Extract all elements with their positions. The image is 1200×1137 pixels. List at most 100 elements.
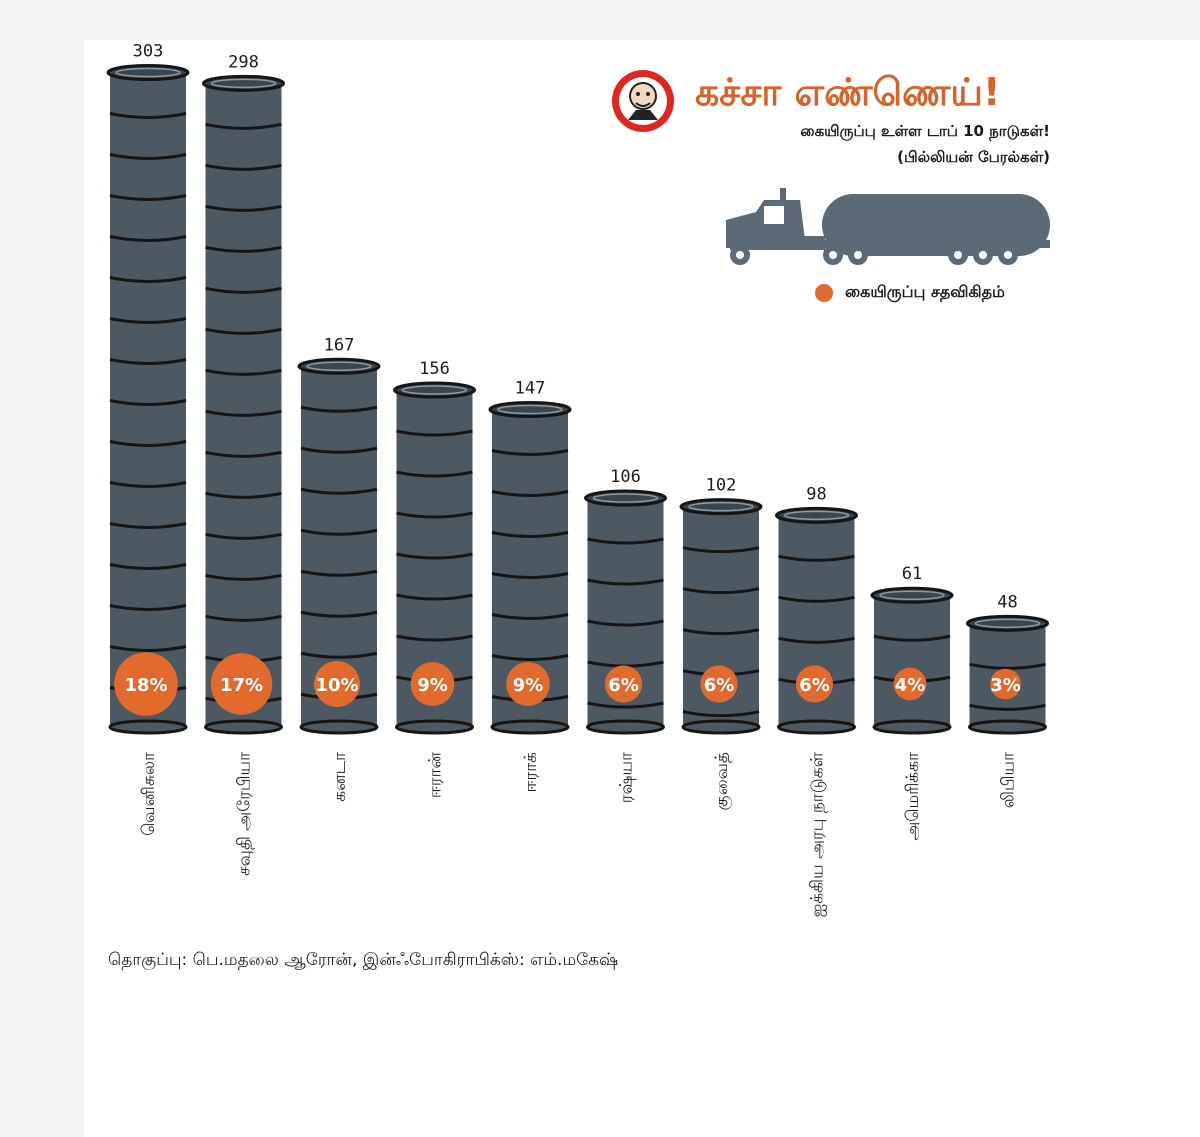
barrel-ring — [109, 317, 187, 324]
barrel-lid — [393, 381, 476, 399]
barrel-bar — [106, 64, 190, 735]
barrel-ring — [491, 613, 569, 620]
barrel-body — [874, 595, 950, 727]
barrel-ring — [300, 487, 378, 495]
barrel-ring — [205, 163, 282, 171]
barrel-ring — [969, 703, 1046, 711]
category-label: சவுதி அரேபியா — [235, 752, 255, 876]
share-label: 4% — [895, 675, 926, 696]
barrel-ring — [778, 636, 855, 644]
barrel-ring — [396, 511, 473, 519]
share-label: 6% — [799, 675, 830, 696]
share-dot — [604, 665, 643, 703]
value-label: 147 — [515, 378, 546, 398]
barrel-ring — [300, 610, 378, 618]
barrel-lid — [106, 64, 190, 82]
barrel-lid-rim — [115, 67, 181, 78]
barrel-lid-rim — [783, 510, 850, 521]
barrel-ring — [205, 327, 282, 335]
barrel-ring — [109, 645, 187, 652]
barrel-ring — [205, 614, 282, 622]
barrel-lid-rim — [497, 404, 563, 415]
barrel-lid — [584, 489, 667, 507]
legend-label: கையிருப்பு சதவிகிதம் — [845, 282, 1005, 301]
chart-title: கச்சா எண்ணெய்! — [695, 70, 1001, 114]
value-label: 298 — [228, 52, 259, 72]
category-label: கனடா — [330, 752, 350, 802]
barrel-ring — [109, 440, 187, 447]
barrel-ring — [205, 532, 282, 540]
chart-unit: (பில்லியன் பேரல்கள்) — [897, 148, 1050, 166]
barrel-base — [108, 719, 188, 735]
category-label: ஈரான் — [426, 751, 446, 798]
barrel-ring — [778, 595, 855, 603]
barrel-ring — [682, 587, 760, 595]
share-dot — [990, 668, 1021, 700]
share-label: 9% — [513, 675, 544, 696]
barrel-lid-rim — [879, 590, 945, 600]
share-label: 6% — [608, 675, 639, 696]
barrel-ring — [300, 651, 378, 659]
barrel-lid-rim — [210, 78, 277, 89]
share-label: 10% — [315, 675, 358, 696]
barrel-base — [299, 719, 379, 735]
barrel-ring — [396, 634, 473, 642]
barrel-ring — [491, 654, 569, 661]
barrel-ring — [396, 429, 473, 437]
share-dot — [210, 653, 273, 715]
legend: கையிருப்பு சதவிகிதம் — [815, 282, 1005, 303]
category-label: வெனிசுலா — [139, 752, 159, 836]
barrel-lid-rim — [306, 361, 372, 372]
value-label: 167 — [324, 335, 355, 355]
barrel-ring — [682, 546, 760, 554]
barrel-ring — [109, 235, 187, 242]
category-label: ரஷ்யா — [617, 752, 637, 803]
value-label: 303 — [133, 42, 164, 62]
barrel-ring — [205, 368, 282, 376]
value-label: 156 — [419, 359, 450, 379]
share-label: 3% — [990, 675, 1021, 696]
value-labels: 303 298 167 156 147 106 102 98 61 48 — [133, 42, 1018, 613]
barrel-ring — [873, 634, 951, 642]
barrel-ring — [300, 405, 378, 413]
share-dot — [410, 662, 455, 706]
share-dot — [893, 667, 927, 701]
barrel-lid-rim — [974, 618, 1041, 629]
value-label: 102 — [706, 476, 737, 496]
barrel-ring — [205, 491, 282, 499]
value-label: 61 — [902, 564, 922, 584]
barrel-ring — [205, 245, 282, 253]
barrel-ring — [682, 710, 760, 718]
category-label: ஈராக் — [521, 752, 541, 793]
share-dot — [506, 662, 550, 706]
barrel-base — [681, 719, 761, 735]
barrel-lid — [870, 586, 954, 604]
barrel-ring — [109, 604, 187, 611]
share-label: 6% — [704, 675, 735, 696]
barrel-ring — [778, 554, 855, 562]
chart-subtitle: கையிருப்பு உள்ள டாப் 10 நாடுகள்! — [800, 122, 1050, 140]
barrel-ring — [109, 522, 187, 529]
barrel-base — [872, 719, 952, 735]
barrel-ring — [491, 490, 569, 497]
barrel-ring — [109, 194, 187, 201]
barrel-ring — [300, 528, 378, 536]
barrel-lid — [202, 74, 285, 92]
barrel-body — [110, 72, 186, 727]
credit-line: தொகுப்பு: பெ.மதலை ஆரோன், இன்ஃபோகிராபிக்ஸ… — [108, 950, 619, 970]
barrel-lid-rim — [592, 493, 659, 503]
barrel-ring — [109, 153, 187, 160]
category-label: ஐக்கிய அரபு நாடுகள் — [808, 751, 828, 917]
barrel-ring — [205, 122, 282, 130]
share-label: 9% — [417, 675, 448, 696]
barrel-lid — [679, 498, 763, 516]
barrel-base — [204, 719, 283, 735]
barrel-ring — [205, 286, 282, 294]
barrel-lid-rim — [688, 501, 754, 512]
barrel-base — [395, 719, 474, 735]
barrel-lid — [775, 506, 858, 524]
barrel-ring — [109, 112, 187, 119]
barrel-ring — [109, 358, 187, 365]
value-label: 98 — [806, 484, 826, 504]
